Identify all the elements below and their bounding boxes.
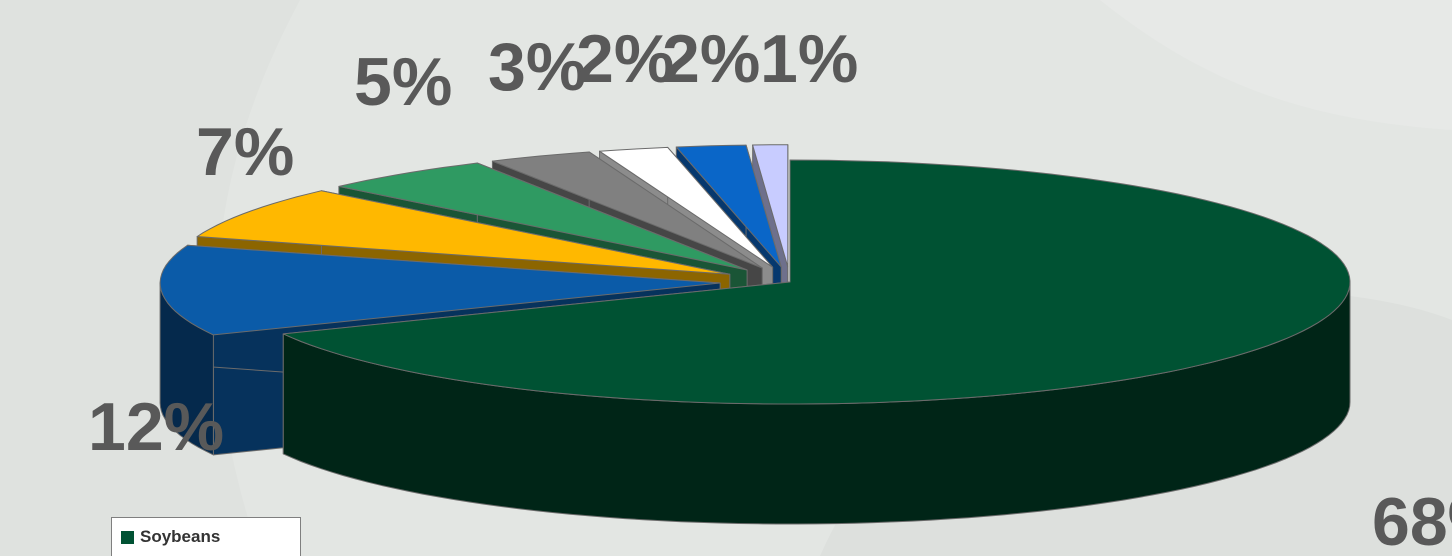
data-label-4: 3% — [488, 29, 586, 105]
legend-label: Soybeans — [140, 527, 221, 546]
legend-item: Soybeans — [121, 527, 300, 547]
slice-0-top — [282, 159, 1351, 405]
data-label-5: 2% — [576, 21, 674, 97]
pie-labels: 68%12%7%5%3%2%2%1% — [88, 21, 1452, 556]
legend: Soybeans — [111, 517, 301, 556]
slice-2-top — [196, 190, 731, 275]
pie-tops — [159, 144, 1351, 405]
slice-6-top — [675, 144, 782, 268]
data-label-2: 7% — [196, 114, 294, 190]
data-label-6: 2% — [662, 21, 760, 97]
data-label-7: 1% — [760, 21, 858, 97]
slice-4-top — [491, 151, 763, 269]
slice-7-top — [752, 144, 789, 268]
slice-1-top — [159, 244, 721, 336]
data-label-0: 68% — [1372, 484, 1452, 556]
legend-swatch — [121, 530, 134, 544]
data-label-3: 5% — [354, 44, 452, 120]
slice-5-top — [599, 146, 774, 268]
slice-3-top — [338, 162, 748, 271]
data-label-1: 12% — [88, 389, 224, 465]
